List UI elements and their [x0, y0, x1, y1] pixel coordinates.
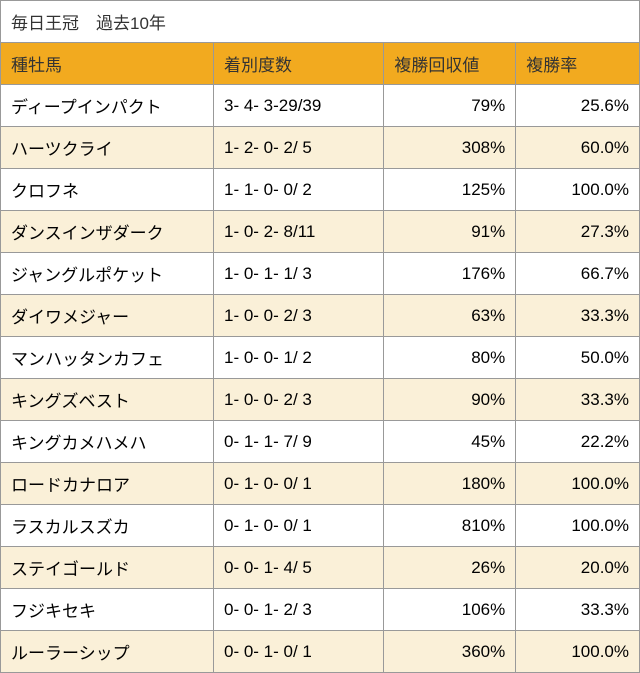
col-header-return: 複勝回収値 — [384, 43, 516, 85]
table-row: ハーツクライ1- 2- 0- 2/ 5308%60.0% — [1, 127, 640, 169]
cell-sire: ルーラーシップ — [1, 631, 214, 673]
cell-return: 176% — [384, 253, 516, 295]
table-row: ラスカルスズカ0- 1- 0- 0/ 1810%100.0% — [1, 505, 640, 547]
cell-record: 1- 1- 0- 0/ 2 — [214, 169, 384, 211]
cell-return: 180% — [384, 463, 516, 505]
table-row: ステイゴールド0- 0- 1- 4/ 526%20.0% — [1, 547, 640, 589]
cell-return: 90% — [384, 379, 516, 421]
cell-hitrate: 25.6% — [516, 85, 640, 127]
col-header-sire: 種牡馬 — [1, 43, 214, 85]
table-row: ジャングルポケット1- 0- 1- 1/ 3176%66.7% — [1, 253, 640, 295]
table-row: ダンスインザダーク1- 0- 2- 8/1191%27.3% — [1, 211, 640, 253]
cell-hitrate: 33.3% — [516, 379, 640, 421]
table-row: ダイワメジャー1- 0- 0- 2/ 363%33.3% — [1, 295, 640, 337]
cell-sire: ディープインパクト — [1, 85, 214, 127]
col-header-record: 着別度数 — [214, 43, 384, 85]
cell-hitrate: 60.0% — [516, 127, 640, 169]
cell-hitrate: 100.0% — [516, 463, 640, 505]
cell-sire: ハーツクライ — [1, 127, 214, 169]
cell-sire: ラスカルスズカ — [1, 505, 214, 547]
cell-sire: マンハッタンカフェ — [1, 337, 214, 379]
cell-hitrate: 100.0% — [516, 505, 640, 547]
table-row: キングズベスト1- 0- 0- 2/ 390%33.3% — [1, 379, 640, 421]
cell-sire: ステイゴールド — [1, 547, 214, 589]
cell-sire: キングカメハメハ — [1, 421, 214, 463]
cell-record: 1- 0- 0- 1/ 2 — [214, 337, 384, 379]
sire-stats-table: 毎日王冠 過去10年 種牡馬 着別度数 複勝回収値 複勝率 ディープインパクト3… — [0, 0, 640, 673]
cell-hitrate: 22.2% — [516, 421, 640, 463]
cell-return: 91% — [384, 211, 516, 253]
cell-sire: ダイワメジャー — [1, 295, 214, 337]
cell-return: 125% — [384, 169, 516, 211]
cell-record: 0- 1- 0- 0/ 1 — [214, 505, 384, 547]
cell-return: 810% — [384, 505, 516, 547]
table-row: ロードカナロア0- 1- 0- 0/ 1180%100.0% — [1, 463, 640, 505]
table-title: 毎日王冠 過去10年 — [1, 1, 640, 43]
cell-hitrate: 100.0% — [516, 631, 640, 673]
cell-return: 106% — [384, 589, 516, 631]
cell-record: 1- 2- 0- 2/ 5 — [214, 127, 384, 169]
cell-record: 1- 0- 1- 1/ 3 — [214, 253, 384, 295]
table-row: フジキセキ0- 0- 1- 2/ 3106%33.3% — [1, 589, 640, 631]
cell-return: 308% — [384, 127, 516, 169]
cell-record: 1- 0- 0- 2/ 3 — [214, 379, 384, 421]
cell-sire: ジャングルポケット — [1, 253, 214, 295]
table-row: マンハッタンカフェ1- 0- 0- 1/ 280%50.0% — [1, 337, 640, 379]
table-header-row: 種牡馬 着別度数 複勝回収値 複勝率 — [1, 43, 640, 85]
table-row: ルーラーシップ0- 0- 1- 0/ 1360%100.0% — [1, 631, 640, 673]
table-row: ディープインパクト3- 4- 3-29/3979%25.6% — [1, 85, 640, 127]
table-row: キングカメハメハ0- 1- 1- 7/ 945%22.2% — [1, 421, 640, 463]
cell-sire: クロフネ — [1, 169, 214, 211]
cell-record: 0- 1- 1- 7/ 9 — [214, 421, 384, 463]
cell-return: 80% — [384, 337, 516, 379]
cell-hitrate: 33.3% — [516, 295, 640, 337]
cell-record: 0- 1- 0- 0/ 1 — [214, 463, 384, 505]
cell-hitrate: 20.0% — [516, 547, 640, 589]
cell-return: 360% — [384, 631, 516, 673]
table-body: ディープインパクト3- 4- 3-29/3979%25.6%ハーツクライ1- 2… — [1, 85, 640, 673]
cell-hitrate: 100.0% — [516, 169, 640, 211]
cell-return: 26% — [384, 547, 516, 589]
cell-hitrate: 27.3% — [516, 211, 640, 253]
table-row: クロフネ1- 1- 0- 0/ 2125%100.0% — [1, 169, 640, 211]
cell-hitrate: 50.0% — [516, 337, 640, 379]
cell-sire: ダンスインザダーク — [1, 211, 214, 253]
table-title-row: 毎日王冠 過去10年 — [1, 1, 640, 43]
cell-record: 0- 0- 1- 0/ 1 — [214, 631, 384, 673]
cell-record: 0- 0- 1- 4/ 5 — [214, 547, 384, 589]
cell-record: 3- 4- 3-29/39 — [214, 85, 384, 127]
cell-sire: ロードカナロア — [1, 463, 214, 505]
cell-hitrate: 33.3% — [516, 589, 640, 631]
cell-return: 63% — [384, 295, 516, 337]
cell-sire: キングズベスト — [1, 379, 214, 421]
cell-return: 79% — [384, 85, 516, 127]
cell-record: 1- 0- 2- 8/11 — [214, 211, 384, 253]
cell-hitrate: 66.7% — [516, 253, 640, 295]
cell-return: 45% — [384, 421, 516, 463]
cell-sire: フジキセキ — [1, 589, 214, 631]
col-header-hitrate: 複勝率 — [516, 43, 640, 85]
cell-record: 0- 0- 1- 2/ 3 — [214, 589, 384, 631]
cell-record: 1- 0- 0- 2/ 3 — [214, 295, 384, 337]
